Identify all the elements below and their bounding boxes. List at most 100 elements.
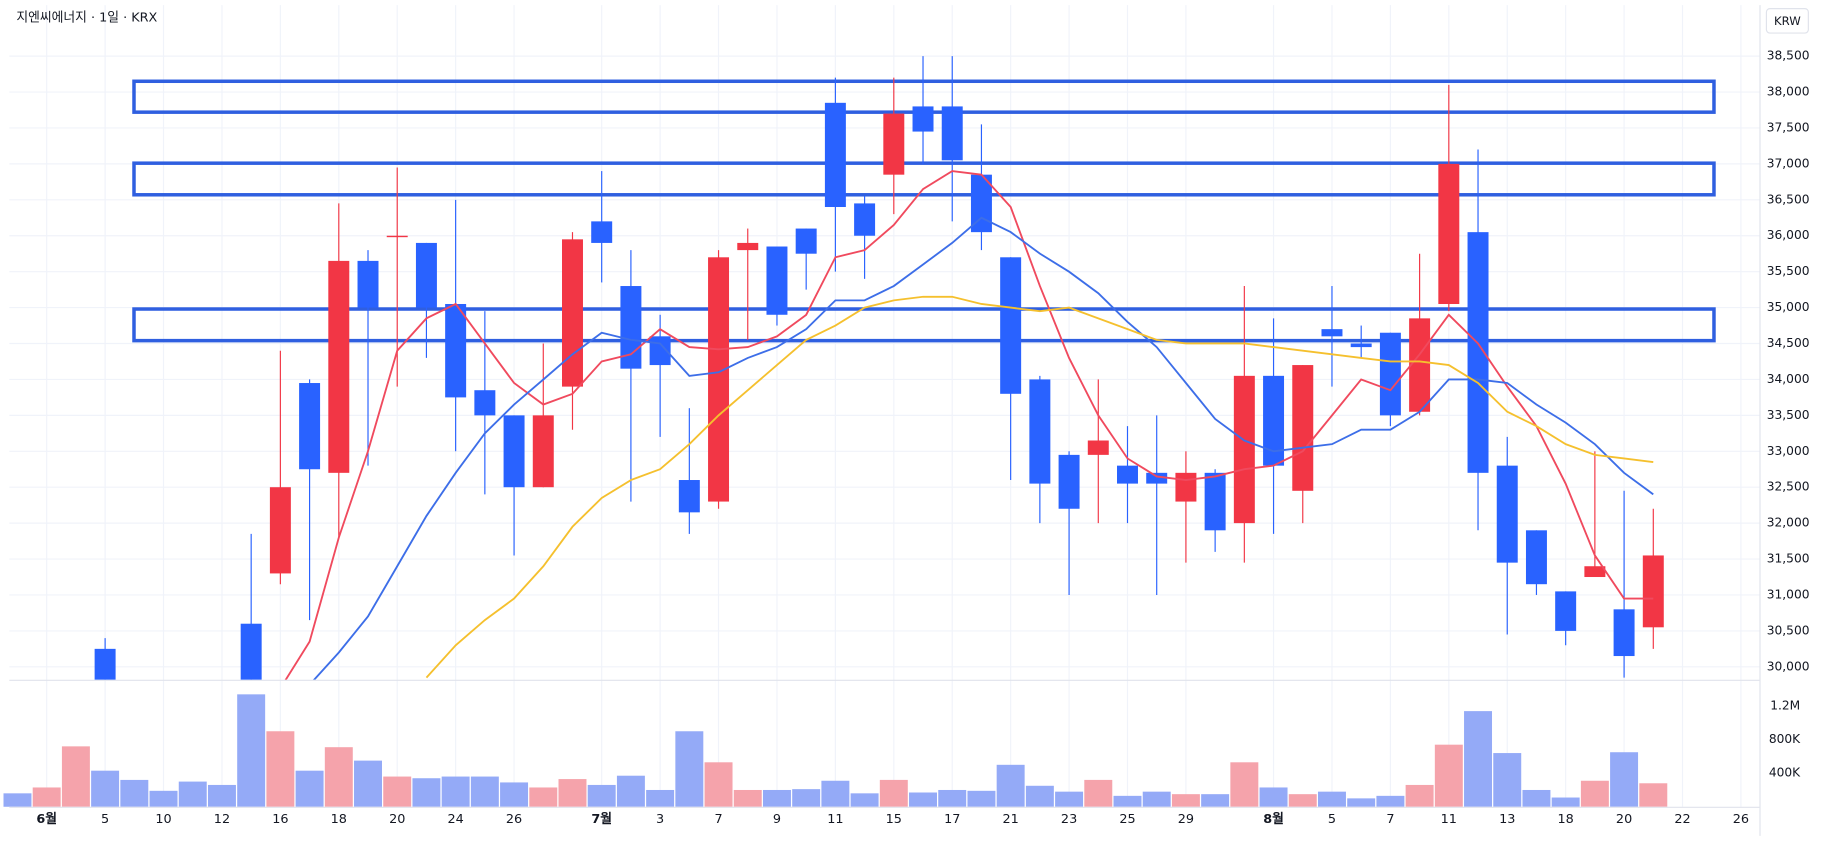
y-tick-label: 37,000 <box>1767 156 1810 170</box>
currency-label[interactable]: KRW <box>1774 14 1801 28</box>
x-tick-label: 16 <box>272 812 288 827</box>
volume-bar <box>1084 779 1113 807</box>
volume-bar <box>909 792 938 807</box>
candle-body <box>1321 329 1343 337</box>
x-tick-label: 11 <box>827 812 843 827</box>
volume-bar <box>1610 752 1639 807</box>
volume-bar <box>558 779 587 807</box>
volume-bar <box>120 779 149 807</box>
volume-bar <box>1551 797 1580 807</box>
y-tick-label: 33,500 <box>1767 408 1810 422</box>
candle-body <box>854 203 876 236</box>
candle-body <box>532 415 554 488</box>
volume-bar <box>412 778 441 807</box>
candle-body <box>562 239 583 387</box>
x-tick-label: 7월 <box>591 811 612 827</box>
volume-bar <box>441 776 470 807</box>
candle-body <box>1233 375 1255 524</box>
candle-body <box>503 415 525 488</box>
candle-body <box>912 106 934 132</box>
volume-bar <box>1201 794 1230 807</box>
x-tick-label: 24 <box>447 812 463 827</box>
y-tick-label: 30,000 <box>1767 659 1810 673</box>
x-tick-label: 10 <box>155 812 171 827</box>
candle-body <box>386 235 408 238</box>
x-tick-label: 25 <box>1119 812 1135 827</box>
x-tick-label: 5 <box>1328 812 1336 827</box>
candle-body <box>1263 375 1285 466</box>
volume-bar <box>792 789 821 807</box>
chart-title: 지엔씨에너지 · 1일 · KRX <box>16 10 157 25</box>
moving-average-line <box>312 216 1654 680</box>
x-tick-label: 11 <box>1441 812 1457 827</box>
moving-average-line <box>425 295 1654 679</box>
volume-bar <box>237 694 266 807</box>
x-tick-label: 26 <box>1733 812 1749 827</box>
y-tick-label: 34,500 <box>1767 336 1810 350</box>
volume-bar <box>1171 794 1200 807</box>
volume-bar <box>646 789 675 807</box>
candle-body <box>269 487 291 574</box>
candle-body <box>1555 591 1577 631</box>
volume-bar <box>1522 789 1551 807</box>
volume-bar <box>938 789 967 807</box>
candle-body <box>941 106 963 161</box>
candle-body <box>766 246 788 315</box>
volume-pane <box>3 694 1668 807</box>
grid <box>9 5 1760 807</box>
candle-body <box>1087 440 1109 455</box>
volume-bar <box>1464 711 1493 807</box>
candle-body <box>1467 232 1489 473</box>
volume-bar <box>587 784 616 807</box>
y-tick-label: 32,000 <box>1767 516 1810 530</box>
candle-body <box>445 303 467 398</box>
candle-body <box>240 623 262 680</box>
candle-body <box>94 648 116 680</box>
y-tick-label: 31,000 <box>1767 587 1810 601</box>
currency-button[interactable] <box>1765 8 1809 34</box>
y-tick-label: 32,500 <box>1767 480 1810 494</box>
candle-body <box>678 480 700 513</box>
volume-tick-label: 400K <box>1769 766 1801 780</box>
candle-body <box>415 242 437 308</box>
volume-bar <box>762 789 791 807</box>
candle-body <box>737 242 759 251</box>
x-tick-label: 26 <box>506 812 522 827</box>
x-tick-label: 20 <box>1616 812 1632 827</box>
y-tick-label: 38,000 <box>1767 85 1810 99</box>
candle-body <box>620 286 642 369</box>
candle-body <box>299 383 321 470</box>
x-tick-label: 7 <box>1386 812 1394 827</box>
volume-bar <box>675 731 704 807</box>
y-tick-label: 33,000 <box>1767 444 1810 458</box>
volume-bar <box>529 787 558 807</box>
candle-body <box>1525 530 1547 585</box>
candle-body <box>1350 343 1372 348</box>
x-tick-label: 5 <box>101 812 109 827</box>
candle-body <box>970 174 992 233</box>
candle-body <box>591 221 613 243</box>
x-tick-label: 13 <box>1499 812 1515 827</box>
volume-bar <box>1580 780 1609 807</box>
y-tick-label: 34,000 <box>1767 372 1810 386</box>
candle-body <box>1379 332 1401 416</box>
x-tick-label: 18 <box>331 812 347 827</box>
volume-bar <box>1317 791 1346 807</box>
y-tick-label: 31,500 <box>1767 552 1810 566</box>
y-tick-label: 36,000 <box>1767 228 1810 242</box>
volume-bar <box>967 790 996 807</box>
volume-bar <box>821 780 850 807</box>
volume-bar <box>850 793 879 807</box>
x-tick-label: 29 <box>1178 812 1194 827</box>
volume-tick-label: 1.2M <box>1770 699 1800 713</box>
candle-body <box>708 257 730 502</box>
volume-bar <box>1434 744 1463 807</box>
candle-body <box>1146 472 1168 484</box>
volume-bar <box>1376 795 1405 807</box>
volume-bar <box>1639 783 1668 807</box>
candle-body <box>824 102 846 208</box>
volume-bar <box>1493 753 1522 807</box>
x-tick-label: 21 <box>1003 812 1019 827</box>
